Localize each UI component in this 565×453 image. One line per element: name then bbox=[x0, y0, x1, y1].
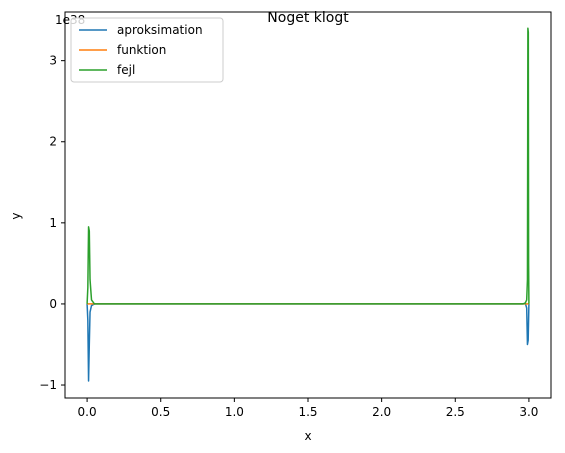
x-axis-label: x bbox=[304, 429, 311, 443]
x-tick-label: 2.0 bbox=[372, 405, 391, 419]
legend-label-aproksimation: aproksimation bbox=[117, 23, 203, 37]
y-axis-label: y bbox=[9, 212, 23, 219]
legend-label-fejl: fejl bbox=[117, 63, 135, 77]
x-tick-label: 0.5 bbox=[151, 405, 170, 419]
x-tick-label: 2.5 bbox=[446, 405, 465, 419]
y-tick-label: −1 bbox=[39, 378, 57, 392]
x-tick-label: 0.0 bbox=[78, 405, 97, 419]
y-tick-label: 3 bbox=[49, 54, 57, 68]
y-tick-label: 1 bbox=[49, 216, 57, 230]
series-line-aproksimation bbox=[87, 303, 529, 381]
x-tick-label: 3.0 bbox=[519, 405, 538, 419]
x-tick-label: 1.0 bbox=[225, 405, 244, 419]
y-tick-label: 2 bbox=[49, 135, 57, 149]
x-tick-label: 1.5 bbox=[298, 405, 317, 419]
y-tick-label: 0 bbox=[49, 297, 57, 311]
legend-label-funktion: funktion bbox=[117, 43, 166, 57]
legend: aproksimation funktion fejl bbox=[71, 18, 223, 82]
